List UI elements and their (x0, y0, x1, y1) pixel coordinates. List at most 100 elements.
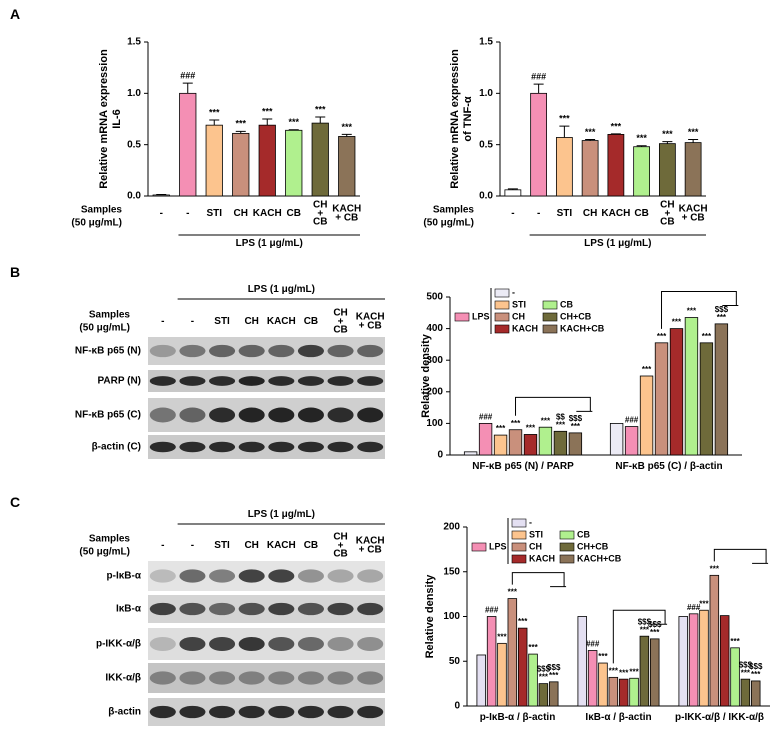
bar (730, 647, 740, 707)
significance-label: *** (497, 632, 507, 641)
lane-label: CH (244, 315, 259, 327)
samples-label: Samples (80, 204, 122, 216)
blot-band (238, 441, 265, 453)
x-tick-label: - (536, 207, 541, 219)
blot-band (149, 407, 176, 423)
samples-label: (50 μg/mL) (79, 546, 130, 558)
blot-band (209, 671, 236, 685)
significance-label: *** (629, 667, 639, 676)
error-bar (688, 139, 699, 143)
x-tick-label: STI (206, 207, 223, 219)
bar (538, 683, 549, 707)
y-tick-label: 1.5 (127, 37, 141, 48)
blot-band (179, 705, 206, 719)
error-bar (156, 193, 167, 195)
bar (493, 434, 508, 456)
y-tick-label: 300 (426, 355, 443, 366)
lane-label: - (190, 539, 195, 551)
samples-label: (50 μg/mL) (79, 322, 130, 334)
blot-band (297, 344, 324, 358)
row-label: IKK-α/β (105, 672, 141, 684)
error-bar (610, 133, 621, 135)
bar (285, 129, 303, 197)
x-tick-label: CH (233, 207, 248, 219)
blot-band (327, 376, 354, 386)
row-label: PARP (N) (97, 375, 141, 387)
x-tick-label: KACH (601, 207, 631, 219)
significance-label: *** (751, 670, 761, 679)
blot-band (357, 602, 384, 616)
bar (476, 654, 487, 707)
x-tick-label: NF-κB p65 (C) / β-actin (615, 460, 723, 472)
blot-band (327, 705, 354, 719)
legend-label: CB (577, 529, 590, 539)
significance-label: $$$ (638, 617, 652, 626)
legend-label: KACH+CB (577, 553, 622, 563)
blot-band (209, 569, 236, 583)
legend-label: CH+CB (560, 311, 592, 321)
bar (684, 142, 702, 197)
significance-label: *** (571, 422, 581, 431)
bar (508, 429, 523, 456)
lane-label: - (190, 315, 195, 327)
bar (688, 613, 699, 707)
comparison-bracket (612, 609, 668, 664)
y-tick-label: 150 (443, 566, 460, 577)
error-bar (341, 133, 352, 137)
x-tick-label: KACH + CB (678, 203, 708, 223)
blot-band (297, 407, 324, 423)
legend-label: CH (529, 541, 542, 551)
bar (568, 432, 583, 456)
legend-swatch (454, 312, 470, 322)
blot-band (238, 376, 265, 386)
bar (639, 375, 654, 456)
blot-band (357, 569, 384, 583)
significance-label: $$$ (537, 665, 551, 674)
y-tick-label: 100 (426, 418, 443, 429)
blot-band (268, 376, 295, 386)
significance-label: *** (650, 628, 660, 637)
blot-band (297, 441, 324, 453)
bar (517, 627, 528, 707)
legend-label: LPS (472, 311, 490, 321)
row-label: p-IκB-α (106, 570, 142, 582)
significance-label: $$ (556, 412, 565, 421)
significance-label: *** (539, 673, 549, 682)
blot-band (238, 344, 265, 358)
blot-band (327, 344, 354, 358)
blot-band (268, 441, 295, 453)
blot-band (268, 407, 295, 423)
bar (555, 137, 573, 197)
significance-label: *** (710, 564, 720, 573)
bar (507, 598, 518, 707)
significance-label: *** (619, 668, 629, 677)
error-bar (585, 139, 596, 141)
lane-label: - (161, 539, 165, 551)
lane-label: CH + CB (333, 531, 348, 560)
bar (577, 616, 588, 707)
blot-strip (148, 370, 385, 392)
y-axis-label: Relative mRNA expression (449, 49, 461, 189)
y-tick-label: 0 (437, 450, 443, 461)
blot-band (179, 636, 206, 652)
blot-band (357, 705, 384, 719)
legend-label: KACH (512, 323, 538, 333)
blot-band (297, 705, 324, 719)
comparison-bracket (511, 572, 567, 588)
blot-band (179, 569, 206, 583)
blot-band (357, 671, 384, 685)
blot-band (179, 407, 206, 423)
bar (598, 662, 608, 707)
row-label: NF-κB p65 (N) (74, 345, 141, 357)
significance-label: *** (699, 599, 709, 608)
samples-label: Samples (88, 533, 130, 545)
significance-label: ### (531, 71, 546, 81)
blot-band (209, 441, 236, 453)
bar (618, 678, 629, 707)
bar (311, 122, 329, 197)
legend-swatch (542, 324, 558, 334)
blot-band (238, 705, 265, 719)
significance-label: *** (508, 588, 518, 597)
panel-label: B (10, 264, 21, 280)
